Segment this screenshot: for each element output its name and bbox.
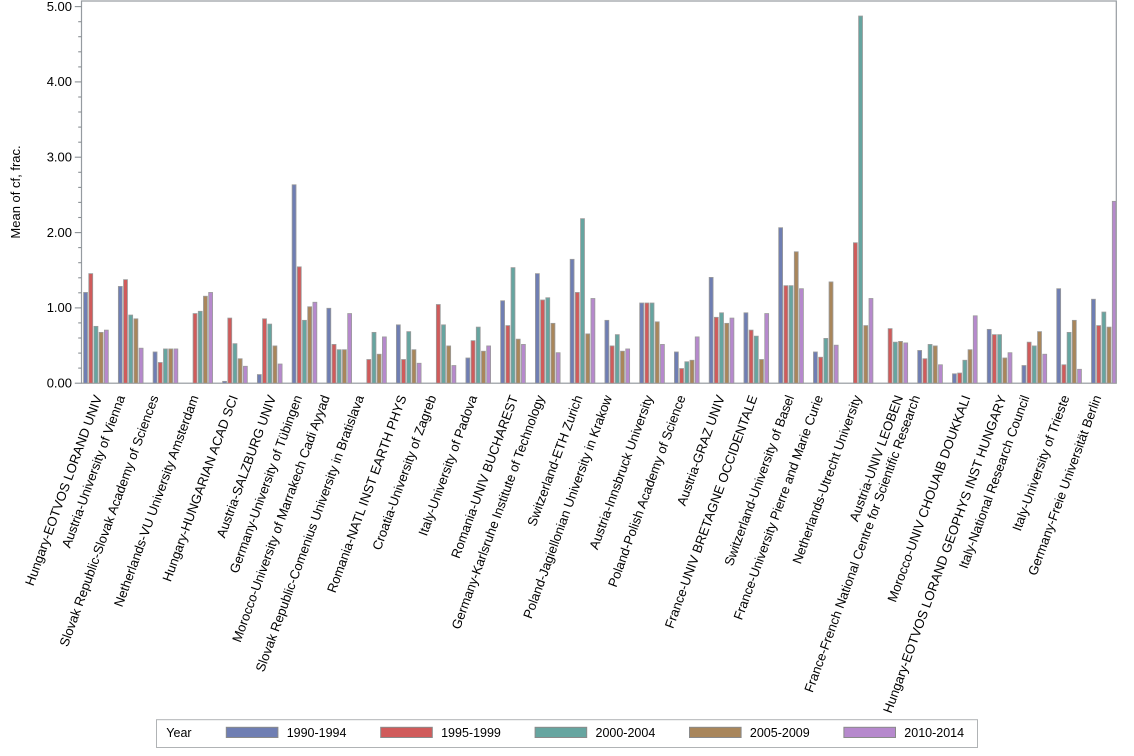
svg-text:0.00: 0.00 [47, 375, 72, 390]
svg-text:2005-2009: 2005-2009 [750, 726, 810, 740]
svg-text:5.00: 5.00 [47, 0, 72, 14]
svg-text:1995-1999: 1995-1999 [441, 726, 501, 740]
svg-text:4.00: 4.00 [47, 74, 72, 89]
svg-text:2010-2014: 2010-2014 [904, 726, 964, 740]
svg-text:3.00: 3.00 [47, 149, 72, 164]
svg-text:Year: Year [166, 726, 191, 740]
svg-text:Mean of cf, frac.: Mean of cf, frac. [8, 145, 23, 238]
svg-text:1990-1994: 1990-1994 [287, 726, 347, 740]
svg-text:2000-2004: 2000-2004 [596, 726, 656, 740]
svg-text:1.00: 1.00 [47, 300, 72, 315]
svg-text:2.00: 2.00 [47, 225, 72, 240]
